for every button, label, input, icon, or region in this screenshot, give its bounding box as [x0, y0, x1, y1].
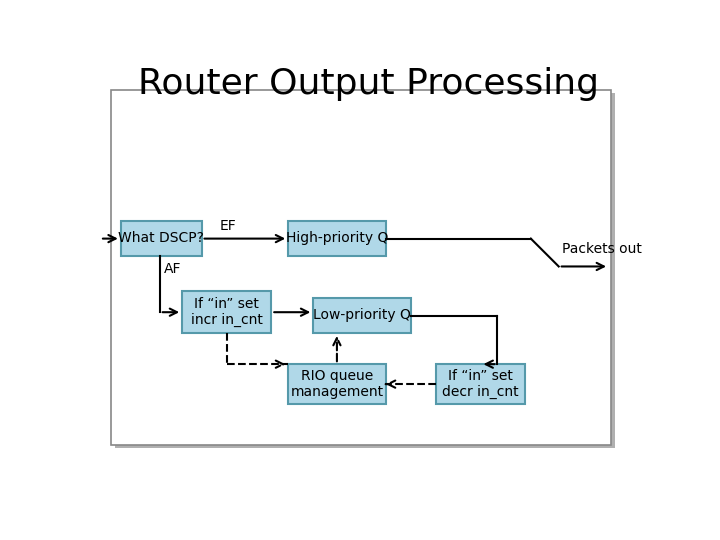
Text: If “in” set
incr in_cnt: If “in” set incr in_cnt [191, 297, 263, 327]
Text: RIO queue
management: RIO queue management [290, 369, 384, 399]
FancyBboxPatch shape [111, 90, 611, 445]
Text: AF: AF [164, 261, 181, 275]
Text: If “in” set
decr in_cnt: If “in” set decr in_cnt [442, 369, 519, 399]
FancyBboxPatch shape [288, 364, 386, 404]
FancyBboxPatch shape [313, 298, 411, 333]
Text: EF: EF [220, 219, 237, 233]
Text: What DSCP?: What DSCP? [118, 232, 204, 245]
Text: Router Output Processing: Router Output Processing [138, 66, 600, 100]
Text: Low-priority Q: Low-priority Q [313, 308, 411, 322]
FancyBboxPatch shape [121, 221, 202, 256]
FancyBboxPatch shape [436, 364, 526, 404]
FancyBboxPatch shape [288, 221, 386, 256]
Text: High-priority Q: High-priority Q [286, 232, 388, 245]
Text: Packets out: Packets out [562, 242, 642, 256]
FancyBboxPatch shape [182, 292, 271, 333]
FancyBboxPatch shape [115, 93, 615, 448]
